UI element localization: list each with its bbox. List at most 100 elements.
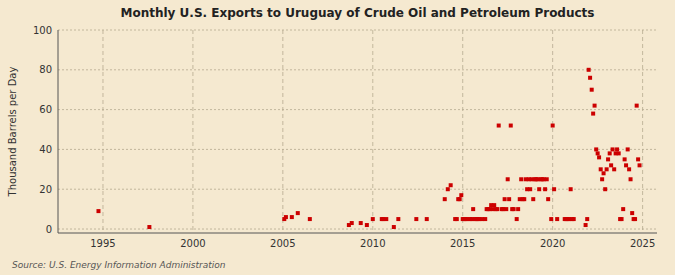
point [546,197,550,201]
y-grid-line [58,69,657,70]
x-axis-line [58,233,657,234]
point [599,167,603,171]
point [569,187,573,191]
point [147,225,151,229]
point [509,124,513,128]
x-tick-label: 2000 [180,238,205,249]
y-tick-label: 60 [39,104,52,115]
point [611,147,615,151]
point [443,197,447,201]
y-tick-label: 20 [39,184,52,195]
point [584,223,588,227]
point [596,151,600,155]
point [623,157,627,161]
point [612,167,616,171]
point [350,221,354,225]
y-grid-line [58,149,657,150]
point [629,177,633,181]
point [512,207,516,211]
point [522,197,526,201]
point [555,217,559,221]
point [545,177,549,181]
point [621,207,625,211]
y-grid-line [58,189,657,190]
point [531,197,535,201]
point [365,223,369,227]
point [396,217,400,221]
y-tick-label: 40 [39,144,52,155]
point [549,217,553,221]
point [503,197,507,201]
point [600,177,604,181]
point [620,217,624,221]
x-tick-label: 2015 [450,238,475,249]
point [507,197,511,201]
point [635,104,639,108]
point [636,157,640,161]
points [96,68,641,229]
y-tick-label: 100 [33,25,52,36]
point [483,217,487,221]
point [308,217,312,221]
y-axis-line [58,30,59,233]
x-grid-line [372,30,373,233]
y-grid-line [58,109,657,110]
point [519,177,523,181]
point [359,221,363,225]
point [593,104,597,108]
point [446,187,450,191]
chart: 0204060801001995200020052010201520202025… [0,0,675,275]
y-grid-line [58,30,657,31]
point [551,124,555,128]
x-grid-line [282,30,283,233]
x-grid-line [642,30,643,233]
x-tick-label: 2005 [270,238,295,249]
point [458,197,462,201]
point [543,187,547,191]
point [608,151,612,155]
point [459,193,463,197]
point [296,211,300,215]
point [384,217,388,221]
x-tick-label: 2010 [360,238,385,249]
y-tick-label: 80 [39,64,52,75]
point [594,147,598,151]
point [528,187,532,191]
point [624,163,628,167]
x-grid-line [462,30,463,233]
x-grid-line [552,30,553,233]
y-tick-label: 0 [46,224,52,235]
x-grid-line [192,30,193,233]
point [506,177,510,181]
point [638,163,642,167]
point [290,215,294,219]
point [626,147,630,151]
x-tick-label: 2025 [630,238,655,249]
point [602,171,606,175]
point [504,207,508,211]
point [627,167,631,171]
point [414,217,418,221]
point [605,167,609,171]
point [603,187,607,191]
point [630,211,634,215]
point [425,217,429,221]
x-tick-label: 2020 [540,238,565,249]
point [617,151,621,155]
point [537,187,541,191]
point [495,207,499,211]
point [597,155,601,159]
point [590,88,594,92]
source-note: Source: U.S. Energy Information Administ… [12,260,226,270]
title: Monthly U.S. Exports to Uruguay of Crude… [121,6,595,20]
point [552,187,556,191]
point [371,217,375,221]
point [591,112,595,116]
point [492,203,496,207]
point [615,147,619,151]
point [515,217,519,221]
point [96,209,100,213]
point [516,207,520,211]
grid [58,30,657,233]
point [471,207,475,211]
